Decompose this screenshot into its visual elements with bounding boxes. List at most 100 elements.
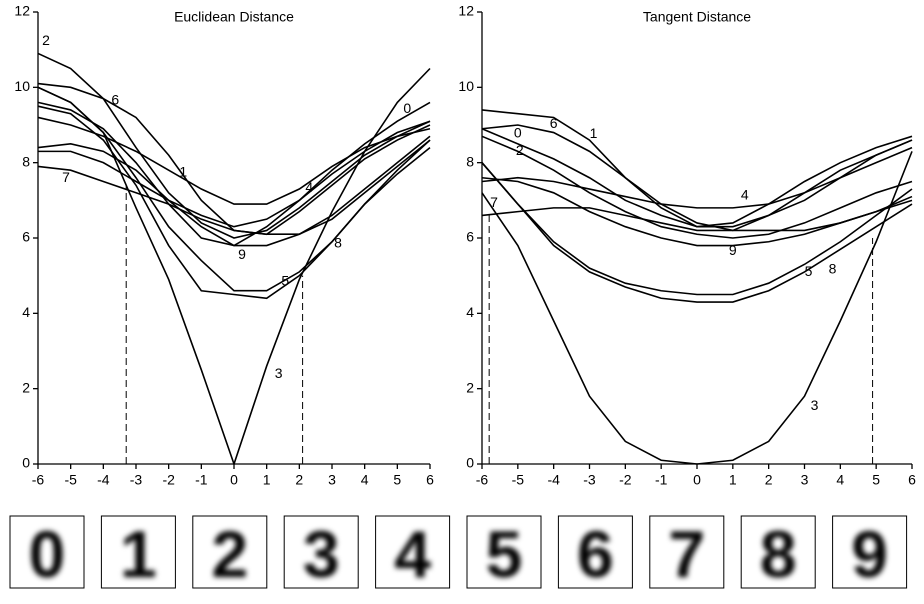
- y-tick-label: 2: [22, 379, 30, 395]
- series-line: [481, 109, 913, 228]
- x-tick-label: -1: [655, 472, 668, 488]
- x-tick-label: -5: [64, 472, 77, 488]
- x-tick-label: 5: [872, 472, 880, 488]
- digit-image: 1: [100, 515, 176, 591]
- digit-glyph: 5: [486, 517, 523, 591]
- series-label: 3: [275, 365, 283, 381]
- x-tick-label: -3: [130, 472, 143, 488]
- series-label: 4: [741, 187, 749, 203]
- series-label: 6: [550, 115, 558, 131]
- digit-frame: [375, 515, 451, 589]
- y-tick-label: 6: [22, 229, 30, 245]
- chart-title: Tangent Distance: [643, 9, 751, 25]
- digit-image: 3: [283, 515, 359, 591]
- y-tick-label: 2: [466, 379, 474, 395]
- x-tick-label: 0: [230, 472, 238, 488]
- digit-frame: [192, 515, 268, 589]
- digit-glyph: 4: [394, 517, 431, 591]
- digit-image: 8: [740, 515, 816, 591]
- series-line: [481, 135, 913, 239]
- x-tick-label: 6: [426, 472, 434, 488]
- digit-glyph: 6: [577, 517, 614, 591]
- series-label: 7: [62, 169, 70, 185]
- x-tick-label: 3: [801, 472, 809, 488]
- x-tick-label: 1: [729, 472, 737, 488]
- series-label: 8: [334, 234, 342, 250]
- x-tick-label: -4: [97, 472, 110, 488]
- y-tick-label: 12: [14, 3, 30, 19]
- x-tick-label: -5: [512, 472, 525, 488]
- digit-image: 4: [375, 515, 451, 591]
- series-line: [481, 151, 913, 465]
- digit-image: 5: [466, 515, 542, 591]
- digit-frame: [9, 515, 85, 589]
- series-line: [37, 139, 431, 236]
- digit-frame: [283, 515, 359, 589]
- digit-image: 7: [649, 515, 725, 591]
- digit-glyph: 2: [211, 517, 248, 591]
- x-tick-label: -2: [162, 472, 175, 488]
- x-tick-label: 4: [836, 472, 844, 488]
- digit-frame: [740, 515, 816, 589]
- digit-frame: [466, 515, 542, 589]
- series-line: [481, 124, 913, 232]
- x-tick-label: 3: [328, 472, 336, 488]
- x-tick-label: 1: [263, 472, 271, 488]
- x-tick-label: -1: [195, 472, 208, 488]
- series-line: [37, 116, 431, 205]
- series-label: 0: [403, 100, 411, 116]
- series-label: 9: [238, 246, 246, 262]
- series-label: 1: [179, 164, 187, 180]
- y-tick-label: 10: [14, 78, 30, 94]
- digit-glyph: 3: [303, 517, 340, 591]
- x-tick-label: 2: [295, 472, 303, 488]
- y-tick-label: 4: [22, 304, 30, 320]
- digit-glyph: 9: [851, 517, 888, 591]
- series-line: [481, 162, 913, 303]
- series-label: 0: [514, 125, 522, 141]
- series-line: [37, 86, 431, 292]
- y-tick-label: 0: [22, 455, 30, 471]
- digit-frame: [100, 515, 176, 589]
- digit-image: 0: [9, 515, 85, 591]
- y-tick-label: 8: [466, 153, 474, 169]
- y-tick-label: 6: [466, 229, 474, 245]
- series-label: 4: [305, 179, 313, 195]
- x-tick-label: -2: [619, 472, 632, 488]
- series-line: [38, 120, 431, 228]
- digit-frame: [557, 515, 633, 589]
- x-tick-label: 0: [693, 472, 701, 488]
- series-label: 8: [829, 261, 837, 277]
- series-label: 3: [811, 397, 819, 413]
- digit-frame: [832, 515, 908, 589]
- x-tick-label: 2: [765, 472, 773, 488]
- series-label: 5: [805, 263, 813, 279]
- series-label: 2: [516, 142, 524, 158]
- x-tick-label: -3: [583, 472, 596, 488]
- x-tick-label: -4: [547, 472, 560, 488]
- series-label: 7: [490, 194, 498, 210]
- x-tick-label: -6: [476, 472, 489, 488]
- digit-frame: [649, 515, 725, 589]
- x-tick-label: 6: [908, 472, 916, 488]
- y-tick-label: 10: [458, 78, 474, 94]
- x-tick-label: 5: [393, 472, 401, 488]
- digit-glyph: 0: [29, 517, 66, 591]
- series-line: [481, 176, 913, 247]
- digit-glyph: 8: [760, 517, 797, 591]
- series-line: [481, 162, 913, 296]
- digit-image: 2: [192, 515, 268, 591]
- series-line: [37, 135, 431, 247]
- y-tick-label: 8: [22, 153, 30, 169]
- x-tick-label: 4: [361, 472, 369, 488]
- chart-title: Euclidean Distance: [174, 9, 294, 25]
- x-tick-label: -6: [32, 472, 45, 488]
- digit-glyph: 1: [120, 517, 157, 591]
- series-label: 1: [590, 125, 598, 141]
- series-line: [481, 146, 913, 209]
- y-tick-label: 12: [458, 3, 474, 19]
- digit-image: 9: [832, 515, 908, 591]
- series-label: 2: [42, 32, 50, 48]
